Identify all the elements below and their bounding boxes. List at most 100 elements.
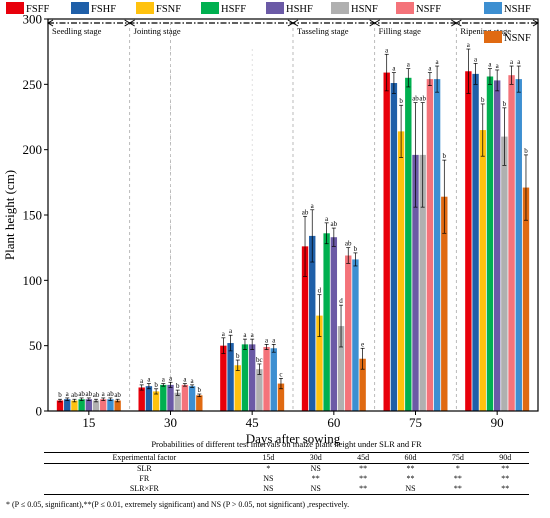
bar-nsff: [263, 346, 270, 411]
x-tick-label: 90: [491, 415, 504, 430]
table-row: FR NS ** ** ** ** **: [44, 474, 529, 484]
probability-table: Experimental factor 15d 30d 45d 60d 75d …: [44, 452, 529, 495]
legend-swatch-fshf: [71, 2, 89, 14]
legend-label: NSNF: [504, 33, 531, 44]
significance-letter: a: [272, 336, 276, 344]
table-cell: NS: [310, 464, 321, 473]
table-cell: **: [339, 484, 387, 495]
legend-swatch-hsff: [201, 2, 219, 14]
table-cell: FR: [139, 474, 150, 483]
bar-fshf: [472, 73, 479, 411]
bar-hshf: [493, 80, 501, 411]
x-tick-label: 75: [409, 415, 422, 430]
significance-letter: b: [58, 391, 62, 399]
table-cell: **: [434, 484, 482, 495]
significance-letter: a: [496, 62, 500, 70]
bar-fsnf: [234, 365, 241, 411]
table-header-cell: Experimental factor: [44, 452, 245, 464]
bar-nshf: [352, 259, 359, 411]
legend-label: NSHF: [504, 4, 531, 15]
significance-letter: b: [154, 381, 158, 389]
table-cell: SLR×FR: [44, 484, 245, 495]
legend-label: HSFF: [221, 4, 246, 15]
bar-fshf: [390, 83, 398, 411]
x-axis-label: Days after sowing: [246, 431, 341, 446]
significance-letter: b: [443, 152, 447, 160]
bar-fshf: [64, 399, 71, 411]
y-tick-label: 50: [29, 338, 42, 353]
table-header-cell: 90d: [481, 452, 529, 464]
legend-label: FSHF: [91, 4, 116, 15]
bar-nsnf: [522, 187, 530, 411]
bar-fsff: [138, 387, 145, 411]
arrow-head-left: [128, 19, 135, 27]
bar-hsff: [486, 76, 494, 411]
bar-fsff: [56, 400, 64, 411]
x-tick-label: 45: [246, 415, 259, 430]
significance-letter: a: [162, 376, 166, 384]
bar-nsff: [426, 79, 434, 412]
significance-letter: ab: [412, 95, 419, 103]
significance-letter: ab: [302, 208, 309, 216]
bar-nsnf: [441, 196, 448, 411]
table-cell: NS: [292, 484, 340, 495]
y-tick-label: 100: [23, 273, 43, 288]
significance-letter: a: [510, 58, 514, 66]
bar-hsnf: [92, 400, 100, 411]
bar-fsnf: [152, 391, 160, 411]
table-header-cell: 45d: [339, 452, 387, 464]
bar-hshf: [412, 154, 419, 412]
bar-hsff: [241, 344, 249, 411]
table-cell: **: [481, 484, 529, 495]
significance-letter: a: [392, 65, 396, 73]
significance-letter: bc: [256, 356, 263, 364]
bar-hsff: [78, 399, 85, 411]
significance-letter: a: [222, 330, 226, 338]
significance-letter: ab: [71, 391, 78, 399]
table-header-row: Experimental factor 15d 30d 45d 60d 75d …: [44, 452, 529, 464]
significance-letter: a: [102, 390, 106, 398]
significance-letter: ab: [331, 220, 338, 228]
significance-letter: b: [198, 386, 202, 394]
significance-letter: a: [66, 390, 70, 398]
legend-swatch-nsnf: [484, 31, 502, 43]
bar-nshf: [188, 386, 196, 411]
significance-letter: a: [428, 65, 432, 73]
bar-nsnf: [277, 383, 285, 411]
table-cell: **: [406, 474, 415, 483]
bar-hsnf: [419, 154, 426, 412]
arrow-head-left: [455, 19, 462, 27]
significance-letter: a: [385, 46, 389, 54]
x-tick-label: 15: [82, 415, 95, 430]
bar-nsff: [181, 384, 189, 411]
arrow-head-left: [373, 19, 380, 27]
bar-hsnf: [337, 326, 345, 411]
stage-label: Seedling stage: [52, 26, 102, 36]
significance-letter: b: [176, 382, 180, 390]
x-tick-label: 60: [327, 415, 340, 430]
table-cell: *: [455, 464, 460, 473]
bar-fsff: [220, 345, 227, 411]
bar-nsff: [345, 255, 352, 411]
y-tick-label: 150: [23, 208, 43, 223]
significance-letter: a: [265, 336, 269, 344]
significance-letter: a: [243, 331, 247, 339]
table-cell: **: [359, 464, 368, 473]
significance-letter: d: [339, 297, 343, 305]
significance-letter: a: [140, 377, 144, 385]
y-tick-label: 250: [23, 77, 43, 92]
significance-letter: a: [467, 41, 471, 49]
bar-hshf: [167, 384, 174, 411]
bar-nshf: [515, 79, 522, 412]
bar-nsff: [508, 75, 515, 411]
bar-fshf: [309, 235, 316, 411]
significance-letter: ab: [93, 391, 100, 399]
significance-letter: a: [251, 331, 255, 339]
significance-letter: b: [236, 352, 240, 360]
bar-nsnf: [114, 400, 121, 411]
significance-letter: b: [399, 97, 403, 105]
y-axis-label: Plant height (cm): [2, 170, 17, 260]
stage-label: Filling stage: [379, 26, 421, 36]
